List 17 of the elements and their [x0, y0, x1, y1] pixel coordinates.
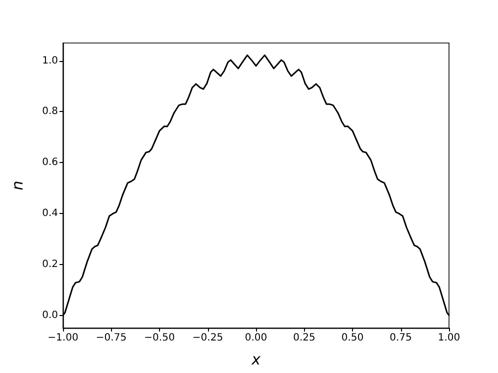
- y-tick-label: 0.0: [42, 310, 58, 321]
- y-axis-title: n: [8, 180, 26, 190]
- y-tick-label: 0.2: [42, 258, 58, 270]
- x-tick-label: 0.75: [390, 332, 412, 344]
- x-axis-title: x: [250, 350, 261, 368]
- x-tick-label: 0.00: [244, 332, 268, 344]
- y-tick-label: 0.4: [42, 208, 58, 219]
- x-tick-label: 0.25: [293, 332, 316, 344]
- y-tick-label: 0.6: [42, 157, 58, 168]
- x-tick-label: 0.50: [341, 332, 364, 344]
- y-tick-label: 0.8: [42, 106, 58, 118]
- x-tick-label: 1.00: [438, 332, 460, 344]
- x-tick-label: −0.75: [96, 332, 127, 344]
- x-tick-label: −1.00: [48, 332, 78, 344]
- y-tick-label: 1.0: [42, 55, 58, 66]
- x-tick-label: −0.50: [144, 332, 175, 344]
- x-tick-label: −0.25: [192, 332, 224, 344]
